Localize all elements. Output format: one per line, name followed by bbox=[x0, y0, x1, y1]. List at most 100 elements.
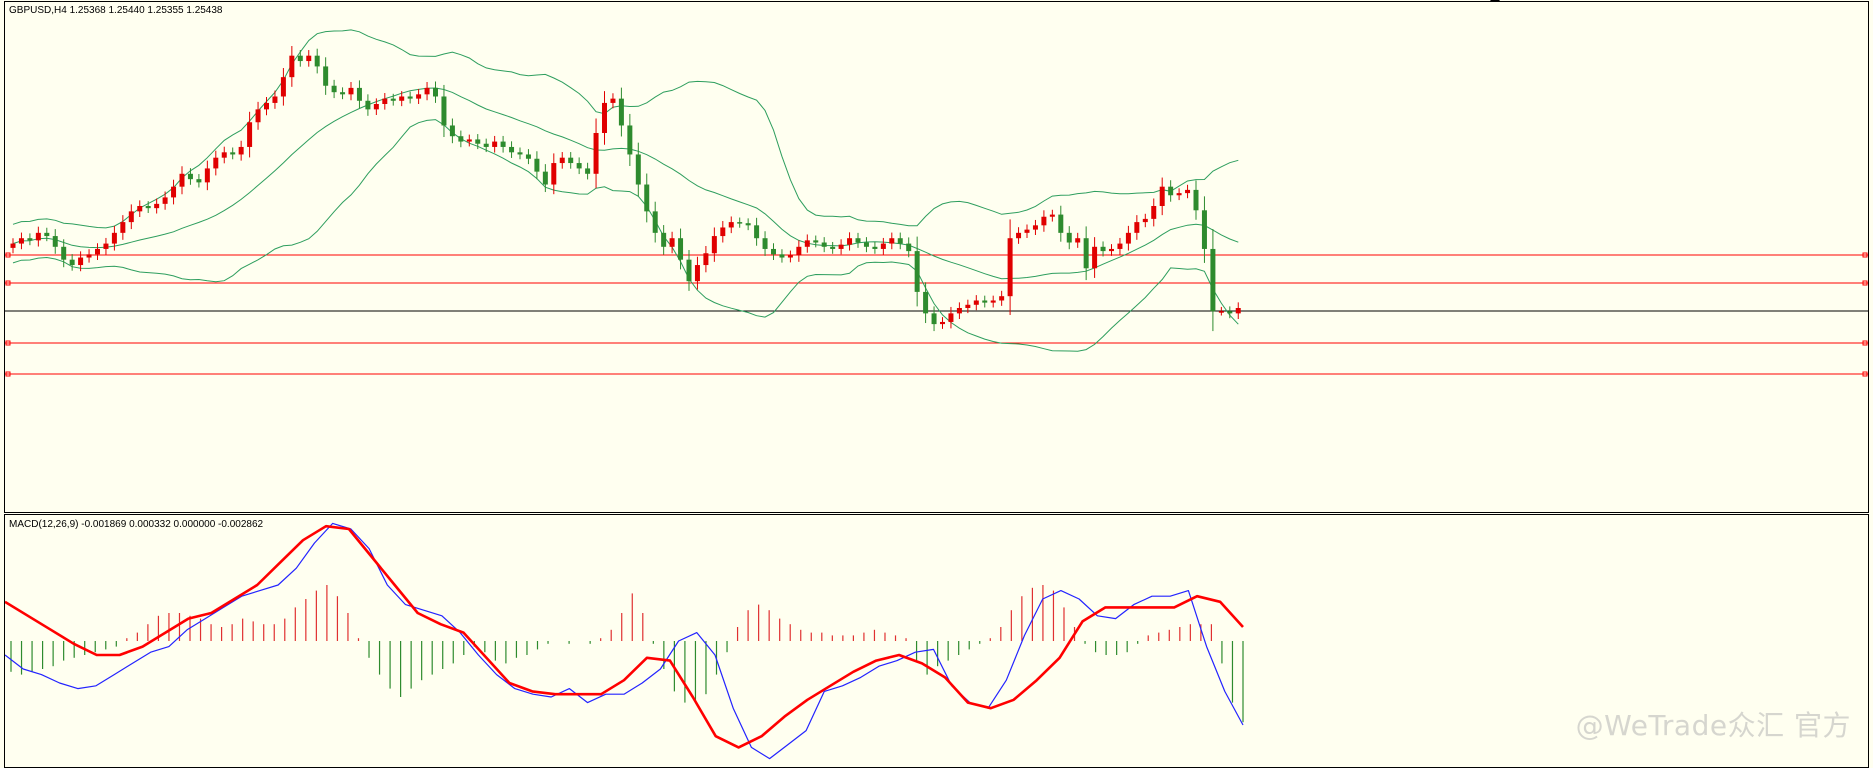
level-handle bbox=[1862, 280, 1868, 286]
price-chart[interactable] bbox=[5, 2, 1869, 512]
candle-body bbox=[196, 179, 202, 183]
candle-body bbox=[10, 243, 16, 248]
candle-body bbox=[703, 253, 709, 266]
signal-line bbox=[5, 524, 1244, 749]
candle-body bbox=[95, 248, 100, 255]
symbol-header: GBPUSD,H4 1.25368 1.25440 1.25355 1.2543… bbox=[9, 5, 223, 16]
candle-body bbox=[416, 94, 422, 99]
candle-body bbox=[433, 87, 438, 97]
candle-body bbox=[610, 98, 616, 103]
candle-body bbox=[247, 122, 253, 147]
candle-body bbox=[314, 55, 320, 67]
candle-body bbox=[914, 251, 920, 292]
candle-body bbox=[771, 248, 776, 255]
candle-body bbox=[923, 291, 929, 314]
candle-body bbox=[18, 238, 24, 244]
candle-body bbox=[111, 232, 117, 244]
candle-body bbox=[847, 238, 853, 245]
candle-body bbox=[593, 132, 599, 174]
candle-body bbox=[728, 222, 734, 228]
candle-body bbox=[830, 246, 836, 249]
candle-body bbox=[373, 104, 379, 110]
bollinger-upper-band bbox=[12, 29, 1239, 229]
candle-body bbox=[69, 259, 75, 266]
candle-body bbox=[1007, 238, 1013, 297]
candle-body bbox=[179, 173, 185, 187]
candle-body bbox=[365, 100, 371, 110]
candle-body bbox=[602, 102, 607, 133]
candle-body bbox=[872, 246, 878, 249]
candle-body bbox=[52, 236, 58, 247]
level-handle bbox=[1862, 371, 1868, 377]
candle-body bbox=[1210, 248, 1216, 312]
candle-body bbox=[940, 321, 945, 325]
candle-body bbox=[340, 92, 346, 95]
candle-body bbox=[948, 313, 954, 322]
candle-body bbox=[289, 55, 295, 78]
candle-body bbox=[804, 240, 810, 247]
candle-body bbox=[154, 203, 160, 209]
macd-pane[interactable]: MACD(12,26,9) -0.001869 0.000332 0.00000… bbox=[4, 514, 1869, 768]
candle-body bbox=[128, 211, 134, 223]
candle-body bbox=[1024, 229, 1030, 233]
candle-body bbox=[213, 157, 219, 169]
candle-body bbox=[1109, 248, 1114, 252]
level-handle bbox=[5, 371, 11, 377]
watermark: @WeTrade众汇 官方 bbox=[1575, 709, 1851, 742]
candle-body bbox=[652, 211, 658, 233]
candle-body bbox=[1235, 308, 1241, 314]
candle-body bbox=[238, 146, 244, 155]
candle-body bbox=[661, 232, 667, 247]
candle-body bbox=[754, 225, 760, 239]
candle-body bbox=[956, 308, 962, 314]
candle-body bbox=[1201, 210, 1207, 249]
candle-body bbox=[61, 246, 67, 260]
candle-body bbox=[678, 238, 684, 260]
candle-body bbox=[171, 186, 177, 198]
candle-body bbox=[576, 163, 582, 169]
candle-body bbox=[1058, 214, 1064, 233]
candle-body bbox=[568, 157, 574, 164]
candle-body bbox=[323, 66, 329, 86]
candle-body bbox=[441, 96, 447, 126]
candle-body bbox=[669, 238, 675, 247]
candle-body bbox=[1041, 216, 1047, 226]
candle-body bbox=[331, 85, 337, 93]
level-handle bbox=[1862, 340, 1868, 346]
candle-body bbox=[1176, 193, 1182, 196]
candle-body bbox=[813, 240, 819, 243]
candle-body bbox=[103, 243, 109, 249]
candle-body bbox=[711, 236, 717, 254]
candle-body bbox=[737, 222, 743, 224]
candle-body bbox=[272, 96, 278, 103]
candle-body bbox=[999, 296, 1005, 301]
candle-body bbox=[356, 87, 362, 101]
candle-body bbox=[1142, 218, 1148, 223]
candle-body bbox=[585, 168, 591, 174]
candle-body bbox=[627, 125, 633, 155]
candle-body bbox=[1218, 311, 1224, 313]
candle-body bbox=[931, 313, 937, 325]
candle-body bbox=[525, 154, 531, 159]
candle-body bbox=[973, 300, 979, 305]
candle-body bbox=[44, 232, 50, 237]
candle-body bbox=[86, 254, 92, 258]
candle-body bbox=[1083, 238, 1089, 269]
candle-body bbox=[221, 152, 227, 158]
candle-body bbox=[990, 300, 996, 303]
macd-chart[interactable] bbox=[5, 515, 1869, 767]
candle-body bbox=[1134, 222, 1140, 233]
candle-body bbox=[509, 146, 515, 153]
candle-body bbox=[534, 158, 540, 172]
candle-body bbox=[880, 243, 886, 249]
candle-body bbox=[863, 242, 869, 247]
candle-body bbox=[1066, 232, 1072, 243]
price-chart-pane[interactable]: GBPUSD,H4 1.25368 1.25440 1.25355 1.2543… bbox=[4, 1, 1869, 513]
candle-body bbox=[838, 244, 844, 249]
candle-body bbox=[821, 242, 827, 247]
candle-body bbox=[779, 254, 785, 258]
macd-header: MACD(12,26,9) -0.001869 0.000332 0.00000… bbox=[9, 519, 264, 530]
candle-body bbox=[787, 255, 793, 258]
bollinger-middle-band bbox=[12, 87, 1239, 280]
candle-body bbox=[1016, 232, 1022, 239]
